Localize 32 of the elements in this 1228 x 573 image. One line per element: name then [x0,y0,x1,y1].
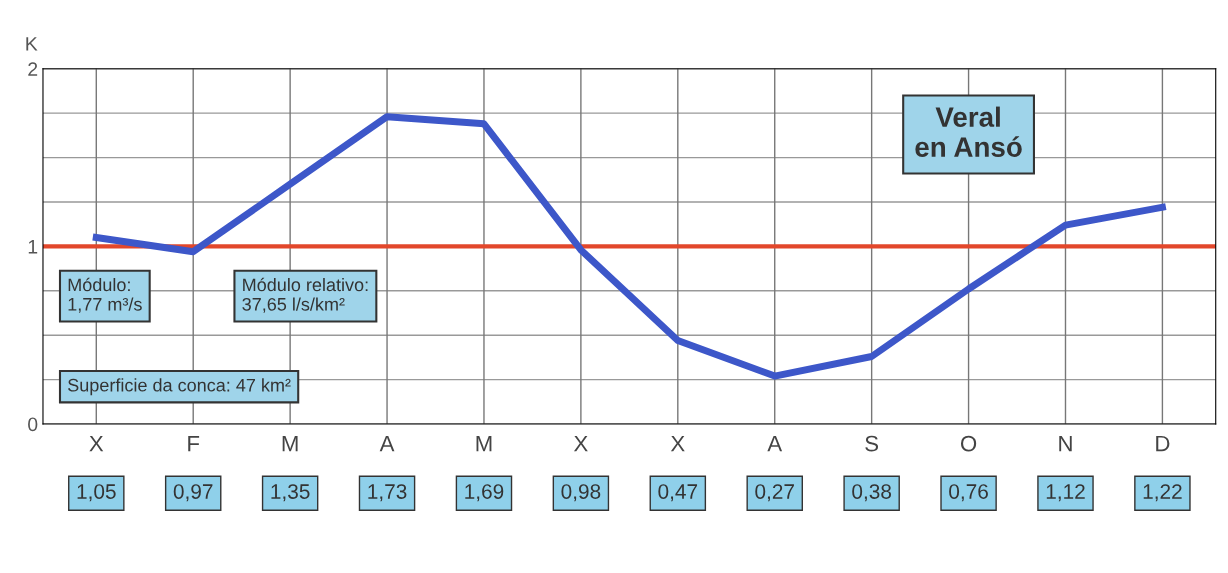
data-label: 0,27 [755,484,794,502]
x-tick-label: X [89,435,104,452]
data-label: 0,98 [561,484,601,502]
y-tick-label: 0 [28,417,38,432]
x-tick-label: D [1156,435,1170,452]
x-tick-label: A [379,435,395,452]
data-label: 1,12 [1046,484,1085,502]
y-tick-label: 1 [28,240,38,254]
x-tick-label: A [767,435,783,452]
x-tick-label: F [188,435,200,452]
data-label: 1,73 [368,484,407,502]
x-tick-label: M [282,435,298,452]
x-tick-label: X [670,435,685,452]
annotation: Módulo relativo: 37,65 l/s/km² [242,277,368,313]
y-tick-label: 2 [28,62,38,76]
data-label: 0,97 [173,484,213,502]
annotation: Veral en Ansó [915,106,1022,157]
data-label: 1,35 [271,484,310,502]
data-label: 0,38 [852,484,892,502]
x-tick-label: O [960,435,977,452]
data-label: 0,76 [949,484,988,502]
y-axis-title: K [26,37,38,51]
data-label: 1,69 [465,484,504,502]
x-tick-label: N [1059,435,1072,452]
data-label: 0,47 [658,484,698,502]
data-label: 1,22 [1143,484,1182,502]
data-label: 1,05 [77,484,116,502]
annotation: Módulo: 1,77 m³/s [68,277,142,313]
x-tick-label: M [476,435,492,452]
x-tick-label: X [573,435,588,452]
x-tick-label: S [865,435,879,452]
annotation: Superficie da conca: 47 km² [68,378,291,396]
